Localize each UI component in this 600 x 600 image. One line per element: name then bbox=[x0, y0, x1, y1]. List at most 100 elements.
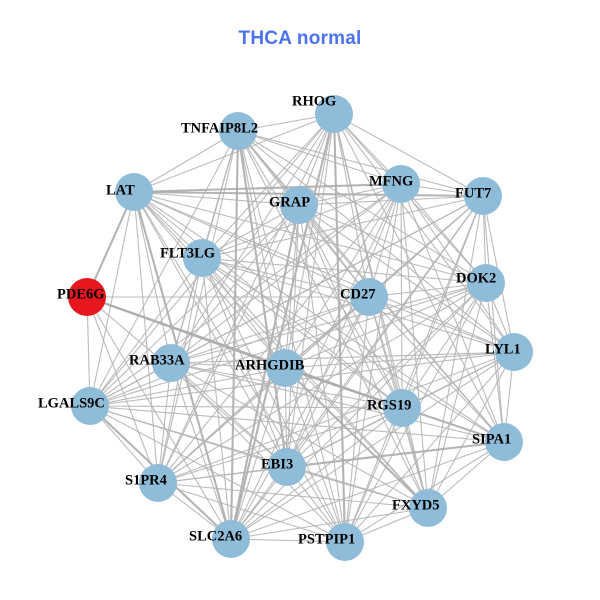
network-edge bbox=[344, 195, 484, 543]
network-edge bbox=[230, 195, 484, 540]
page-title: THCA normal bbox=[238, 28, 362, 49]
network-edge bbox=[201, 195, 484, 259]
network-node-fxyd5[interactable] bbox=[409, 489, 447, 527]
network-edge bbox=[133, 191, 346, 543]
network-edge bbox=[237, 130, 402, 185]
network-node-rhog[interactable] bbox=[315, 95, 353, 133]
network-node-grap[interactable] bbox=[280, 186, 318, 224]
network-edge bbox=[201, 257, 232, 540]
network-edge bbox=[201, 257, 487, 284]
network-edge bbox=[333, 113, 515, 353]
network-edge bbox=[368, 282, 487, 298]
network-edge bbox=[170, 351, 515, 364]
network-node-mfng[interactable] bbox=[382, 165, 420, 203]
network-node-label-tnfaip8l2: TNFAIP8L2 bbox=[181, 120, 258, 136]
network-edge bbox=[485, 282, 505, 443]
network-node-pstpip1[interactable] bbox=[326, 523, 364, 561]
network-edge bbox=[89, 183, 402, 407]
network-node-label-ebi3: EBI3 bbox=[261, 456, 293, 472]
network-edge bbox=[427, 282, 487, 509]
network-edge bbox=[133, 191, 286, 369]
network-edge bbox=[86, 191, 135, 298]
network-node-label-rab33a: RAB33A bbox=[129, 352, 185, 368]
network-edge bbox=[298, 204, 370, 298]
network-edge bbox=[201, 257, 288, 468]
network-edge bbox=[284, 367, 429, 509]
network-edge bbox=[86, 296, 159, 484]
network-edge bbox=[170, 362, 232, 540]
network-node-tnfaip8l2[interactable] bbox=[219, 112, 257, 150]
network-node-rgs19[interactable] bbox=[383, 389, 421, 427]
network-edge bbox=[133, 191, 300, 206]
network-node-cd27[interactable] bbox=[350, 278, 388, 316]
network-edge bbox=[133, 191, 515, 353]
network-edge bbox=[133, 113, 335, 193]
network-edge bbox=[427, 195, 484, 509]
network-node-slc2a6[interactable] bbox=[212, 520, 250, 558]
network-edge bbox=[170, 204, 300, 364]
network-edge bbox=[89, 351, 515, 407]
network-edge bbox=[230, 538, 346, 543]
network-edge bbox=[400, 183, 515, 353]
network-node-lgals9c[interactable] bbox=[71, 387, 109, 425]
network-node-sipa1[interactable] bbox=[485, 423, 523, 461]
network-node-arhgdib[interactable] bbox=[266, 349, 304, 387]
network-node-label-s1pr4: S1PR4 bbox=[125, 472, 167, 488]
network-edge bbox=[89, 405, 346, 543]
label-layer: RHOG TNFAIP8L2 LAT MFNG FUT7 GRAP FLT3LG DOK2 PD… bbox=[38, 93, 521, 547]
network-node-flt3lg[interactable] bbox=[183, 239, 221, 277]
network-edge bbox=[344, 351, 515, 543]
network-edge bbox=[298, 204, 346, 543]
network-edge bbox=[400, 183, 403, 409]
network-edge bbox=[333, 113, 370, 298]
network-edge bbox=[400, 183, 505, 443]
network-edge bbox=[133, 191, 159, 484]
network-edge bbox=[133, 182, 402, 194]
network-node-lyl1[interactable] bbox=[495, 333, 533, 371]
network-edge bbox=[201, 257, 505, 443]
network-edge bbox=[298, 195, 484, 206]
network-edge bbox=[237, 130, 484, 197]
network-node-label-flt3lg: FLT3LG bbox=[160, 245, 215, 261]
network-edge bbox=[230, 367, 286, 540]
network-node-label-dok2: DOK2 bbox=[456, 270, 496, 286]
network-edge bbox=[89, 257, 203, 407]
network-edge bbox=[229, 113, 336, 540]
network-edge bbox=[201, 257, 429, 509]
network-edge bbox=[286, 183, 402, 468]
network-edge bbox=[89, 282, 487, 407]
network-edge bbox=[89, 204, 300, 407]
network-edge bbox=[170, 282, 487, 364]
network-node-label-pstpip1: PSTPIP1 bbox=[298, 531, 355, 547]
network-node-label-mfng: MFNG bbox=[369, 173, 413, 189]
network-edge bbox=[157, 367, 286, 484]
edge-layer bbox=[86, 113, 515, 543]
network-node-pde6g[interactable] bbox=[68, 278, 106, 316]
network-edge bbox=[89, 191, 135, 407]
network-edge bbox=[286, 466, 429, 509]
network-node-ebi3[interactable] bbox=[268, 448, 306, 486]
network-edge bbox=[298, 204, 505, 443]
network-edge bbox=[201, 257, 346, 543]
network-edge bbox=[157, 113, 335, 484]
network-node-dok2[interactable] bbox=[467, 264, 505, 302]
network-node-fut7[interactable] bbox=[464, 177, 502, 215]
network-edge bbox=[170, 362, 286, 369]
network-node-label-pde6g: PDE6G bbox=[57, 286, 105, 302]
network-node-label-fut7: FUT7 bbox=[455, 185, 491, 201]
network-edge bbox=[133, 191, 487, 284]
network-edge bbox=[170, 296, 370, 364]
network-node-rab33a[interactable] bbox=[152, 344, 190, 382]
network-node-s1pr4[interactable] bbox=[139, 464, 177, 502]
network-edge bbox=[201, 113, 335, 259]
network-edge bbox=[201, 257, 403, 409]
network-edge bbox=[89, 405, 403, 409]
network-edge bbox=[86, 296, 288, 468]
network-edge bbox=[230, 183, 402, 540]
network-node-label-arhgdib: ARHGDIB bbox=[235, 357, 305, 373]
network-edge bbox=[157, 362, 172, 484]
network-node-lat[interactable] bbox=[115, 173, 153, 211]
network-edge bbox=[170, 362, 505, 443]
network-edge bbox=[401, 282, 487, 409]
